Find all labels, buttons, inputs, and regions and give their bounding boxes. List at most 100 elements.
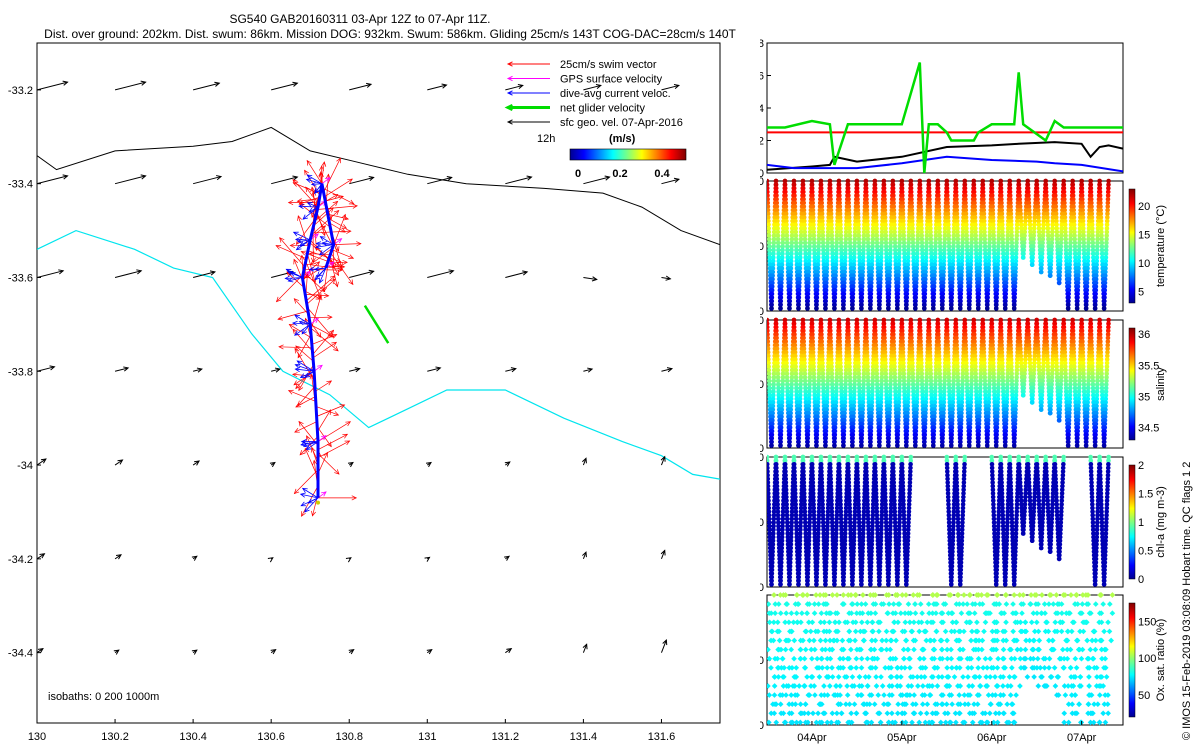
gps-vector-head (328, 261, 335, 267)
profile-point (975, 306, 981, 311)
profile-point (841, 302, 846, 308)
profile-point (848, 255, 853, 260)
profile-point (866, 258, 872, 264)
swim-vector (294, 469, 319, 494)
profile-point (767, 215, 771, 220)
profile-point (823, 306, 828, 311)
profile-point (807, 240, 813, 246)
profile-point (823, 302, 828, 308)
profile-point (868, 295, 874, 300)
profile-point (873, 218, 879, 224)
profile-point (859, 280, 865, 286)
map-y-tick-label: -34.2 (8, 554, 33, 566)
profile-point (856, 233, 862, 238)
profile-point (780, 236, 786, 242)
profile-point (772, 226, 777, 231)
velocity-panel: 00.20.40.60.8velocity magnitude (m/s) (760, 38, 1124, 180)
swim-vector-head (319, 171, 324, 178)
swim-vector (297, 198, 320, 202)
swim-vector (325, 196, 344, 202)
profile-point (869, 266, 875, 271)
profile-point (873, 196, 878, 202)
profile-point (882, 211, 888, 217)
profile-point (788, 262, 794, 268)
profile-point (883, 240, 889, 246)
profile-point (883, 222, 888, 227)
profile-point (887, 262, 893, 268)
dac-vector-head (310, 181, 317, 187)
profile-point (859, 295, 865, 300)
profile-point (825, 233, 831, 238)
profile-point (807, 229, 813, 235)
geovel-vector (37, 648, 44, 654)
profile-point (783, 189, 788, 195)
profile-point (861, 236, 867, 242)
legend-unit-label: (m/s) (609, 133, 636, 145)
profile-point (787, 284, 793, 289)
profile-point (897, 236, 903, 242)
swim-vector (309, 316, 332, 319)
profile-point (886, 291, 892, 297)
profile-point (770, 273, 775, 278)
profile-point (834, 229, 840, 235)
profile-point (783, 204, 789, 209)
profile-point (767, 178, 770, 184)
profile-point (779, 273, 784, 278)
dac-vector (297, 360, 315, 372)
legend-line-head (506, 90, 513, 96)
profile-point (767, 236, 772, 242)
geovel-vector-head (673, 83, 681, 90)
geovel-vector-head (604, 175, 611, 181)
profile-point (798, 229, 804, 235)
profile-point (842, 262, 848, 268)
colorbar-tick-label: 20 (1138, 201, 1150, 213)
geovel-vector-head (368, 269, 375, 275)
profile-point (816, 229, 822, 235)
profile-point (816, 251, 821, 257)
profile-point (774, 215, 780, 220)
dac-vector-head (284, 275, 291, 281)
profile-point (877, 295, 883, 300)
colorbar-tick: 0.2 (612, 168, 627, 180)
colorbar-label: salinity (1155, 367, 1167, 401)
profile-point (843, 229, 849, 235)
profile-point (887, 269, 892, 275)
legend-label: sfc geo. vel. 07-Apr-2016 (560, 117, 683, 129)
profile-point (850, 287, 856, 293)
profile-point (847, 222, 852, 227)
profile-point (892, 240, 898, 246)
geovel-vector (37, 366, 55, 372)
profile-point (771, 233, 777, 238)
profile-point (767, 185, 770, 191)
geovel-vector (114, 554, 122, 560)
dac-vector-head (299, 373, 306, 378)
profile-point (789, 233, 795, 238)
profile-point (797, 266, 803, 271)
profile-point (767, 247, 772, 253)
profile-point (828, 200, 833, 206)
profile-point (770, 269, 776, 275)
dac-vector (320, 236, 334, 245)
profile-point (895, 295, 901, 300)
geovel-vector (114, 175, 146, 185)
profile-point (820, 233, 826, 238)
swim-vector (310, 247, 333, 265)
profile-point (814, 295, 820, 300)
profile-point (874, 229, 879, 235)
profile-point (819, 204, 825, 209)
dac-vector (294, 324, 311, 336)
profile-point (861, 244, 866, 249)
glider-map: 130 130.2 130.4 130.6 130.8 131 131.2 131.4 131.… (8, 42, 721, 743)
profile-point (892, 247, 898, 253)
profile-point (828, 204, 834, 209)
profile-point (839, 258, 845, 264)
profile-point (769, 443, 774, 448)
swim-vector-head (314, 261, 321, 267)
profile-point (873, 200, 878, 206)
profile-point (855, 204, 861, 209)
profile-point (854, 189, 860, 195)
profile-point (841, 295, 847, 300)
profile-point (891, 207, 897, 213)
profile-point (896, 255, 902, 260)
